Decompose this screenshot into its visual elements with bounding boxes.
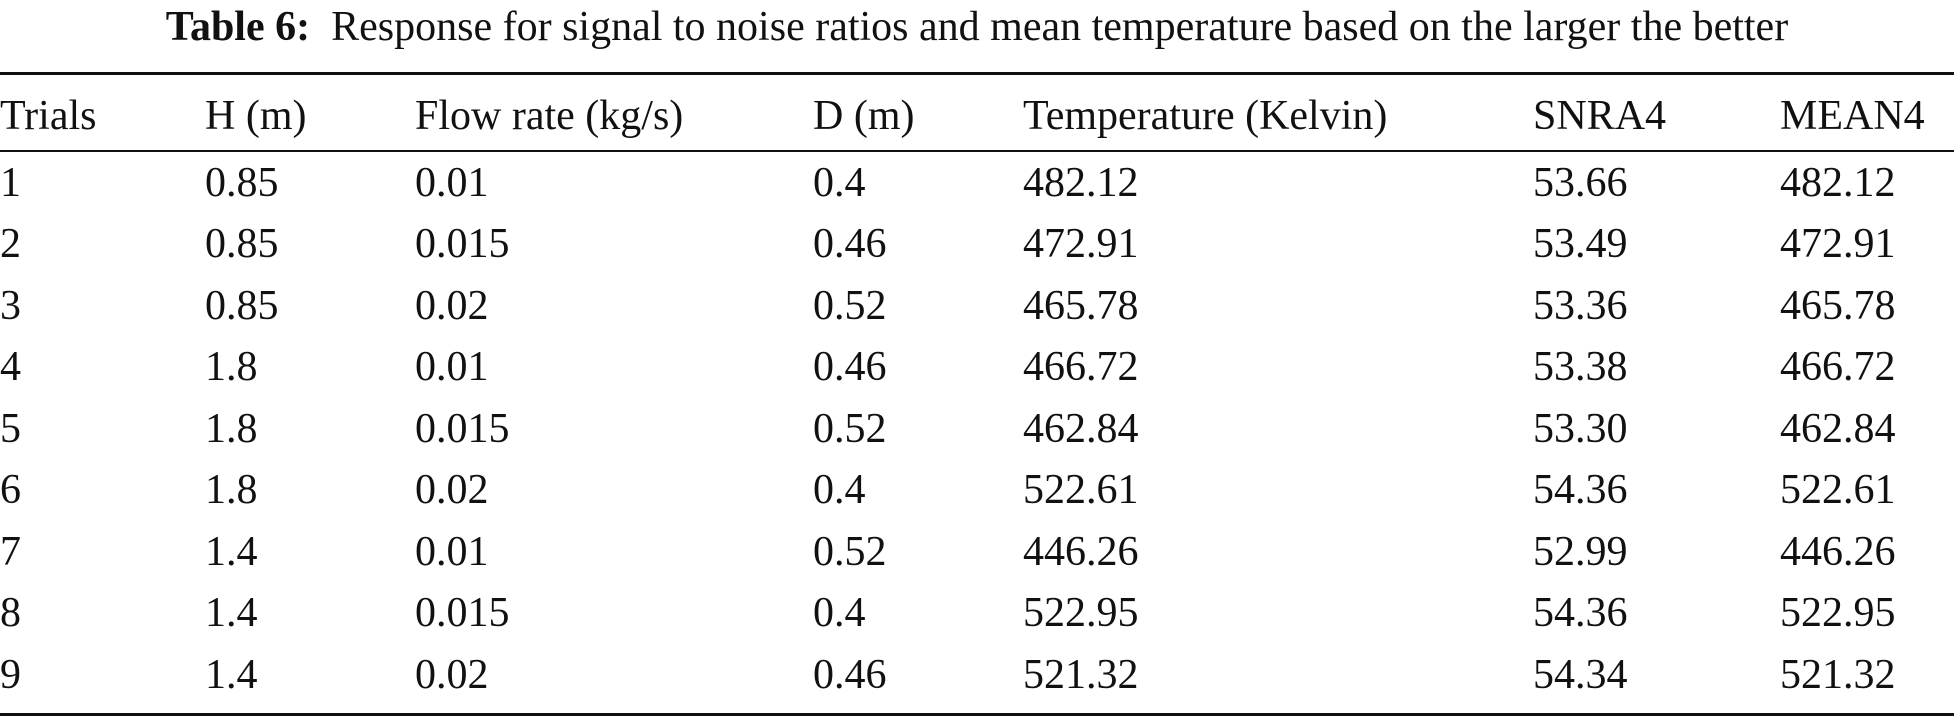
table-bottom-rule <box>0 713 1954 716</box>
cell-snra4: 53.66 <box>1533 159 1628 206</box>
cell-snra4: 53.38 <box>1533 344 1628 391</box>
column-header-trials: Trials <box>0 93 97 139</box>
cell-d: 0.4 <box>813 159 866 206</box>
cell-flow-rate: 0.015 <box>415 590 510 637</box>
table-row: 1 0.85 0.01 0.4 482.12 53.66 482.12 <box>0 152 1954 214</box>
cell-trials: 4 <box>0 344 21 391</box>
cell-mean4: 465.78 <box>1780 282 1896 329</box>
table-row: 7 1.4 0.01 0.52 446.26 52.99 446.26 <box>0 521 1954 583</box>
table-row: 6 1.8 0.02 0.4 522.61 54.36 522.61 <box>0 460 1954 522</box>
table-header-row: Trials H (m) Flow rate (kg/s) D (m) Temp… <box>0 80 1954 152</box>
cell-flow-rate: 0.02 <box>415 651 489 698</box>
cell-mean4: 522.95 <box>1780 590 1896 637</box>
table-caption-label: Table 6: <box>165 4 311 50</box>
table-row: 3 0.85 0.02 0.52 465.78 53.36 465.78 <box>0 275 1954 337</box>
cell-h: 1.4 <box>205 590 258 637</box>
cell-mean4: 521.32 <box>1780 651 1896 698</box>
column-header-flow-rate: Flow rate (kg/s) <box>415 93 684 139</box>
cell-d: 0.46 <box>813 221 887 268</box>
cell-temperature: 521.32 <box>1023 651 1139 698</box>
cell-snra4: 52.99 <box>1533 528 1628 575</box>
cell-temperature: 472.91 <box>1023 221 1139 268</box>
cell-h: 0.85 <box>205 282 279 329</box>
cell-flow-rate: 0.015 <box>415 405 510 452</box>
cell-temperature: 466.72 <box>1023 344 1139 391</box>
cell-mean4: 462.84 <box>1780 405 1896 452</box>
cell-temperature: 446.26 <box>1023 528 1139 575</box>
table-caption-text: Response for signal to noise ratios and … <box>331 4 1789 50</box>
cell-d: 0.52 <box>813 405 887 452</box>
cell-mean4: 446.26 <box>1780 528 1896 575</box>
table-row: 4 1.8 0.01 0.46 466.72 53.38 466.72 <box>0 337 1954 399</box>
column-header-h: H (m) <box>205 93 307 139</box>
cell-temperature: 522.61 <box>1023 467 1139 514</box>
cell-flow-rate: 0.015 <box>415 221 510 268</box>
cell-trials: 3 <box>0 282 21 329</box>
cell-trials: 7 <box>0 528 21 575</box>
table-row: 2 0.85 0.015 0.46 472.91 53.49 472.91 <box>0 214 1954 276</box>
column-header-d: D (m) <box>813 93 915 139</box>
cell-h: 0.85 <box>205 159 279 206</box>
cell-trials: 1 <box>0 159 21 206</box>
table-caption: Table 6: Response for signal to noise ra… <box>0 2 1954 52</box>
table-row: 5 1.8 0.015 0.52 462.84 53.30 462.84 <box>0 398 1954 460</box>
cell-temperature: 482.12 <box>1023 159 1139 206</box>
cell-temperature: 465.78 <box>1023 282 1139 329</box>
table-row: 8 1.4 0.015 0.4 522.95 54.36 522.95 <box>0 583 1954 645</box>
cell-flow-rate: 0.01 <box>415 528 489 575</box>
cell-temperature: 522.95 <box>1023 590 1139 637</box>
cell-mean4: 522.61 <box>1780 467 1896 514</box>
cell-d: 0.46 <box>813 651 887 698</box>
cell-d: 0.52 <box>813 282 887 329</box>
column-header-snra4: SNRA4 <box>1533 93 1667 139</box>
data-table: Trials H (m) Flow rate (kg/s) D (m) Temp… <box>0 80 1954 706</box>
cell-d: 0.4 <box>813 590 866 637</box>
column-header-mean4: MEAN4 <box>1780 93 1925 139</box>
cell-mean4: 472.91 <box>1780 221 1896 268</box>
cell-flow-rate: 0.01 <box>415 159 489 206</box>
cell-snra4: 53.49 <box>1533 221 1628 268</box>
cell-flow-rate: 0.02 <box>415 282 489 329</box>
cell-h: 1.4 <box>205 528 258 575</box>
table-header-rule <box>0 150 1954 152</box>
cell-h: 1.4 <box>205 651 258 698</box>
cell-h: 1.8 <box>205 344 258 391</box>
column-header-temperature: Temperature (Kelvin) <box>1023 93 1388 139</box>
cell-trials: 8 <box>0 590 21 637</box>
cell-d: 0.46 <box>813 344 887 391</box>
cell-snra4: 53.30 <box>1533 405 1628 452</box>
cell-flow-rate: 0.01 <box>415 344 489 391</box>
cell-temperature: 462.84 <box>1023 405 1139 452</box>
cell-mean4: 482.12 <box>1780 159 1896 206</box>
cell-trials: 2 <box>0 221 21 268</box>
cell-h: 0.85 <box>205 221 279 268</box>
cell-d: 0.4 <box>813 467 866 514</box>
cell-trials: 9 <box>0 651 21 698</box>
cell-snra4: 53.36 <box>1533 282 1628 329</box>
cell-trials: 5 <box>0 405 21 452</box>
cell-h: 1.8 <box>205 467 258 514</box>
table-row: 9 1.4 0.02 0.46 521.32 54.34 521.32 <box>0 644 1954 706</box>
cell-snra4: 54.34 <box>1533 651 1628 698</box>
cell-trials: 6 <box>0 467 21 514</box>
cell-snra4: 54.36 <box>1533 467 1628 514</box>
cell-mean4: 466.72 <box>1780 344 1896 391</box>
cell-snra4: 54.36 <box>1533 590 1628 637</box>
cell-d: 0.52 <box>813 528 887 575</box>
cell-flow-rate: 0.02 <box>415 467 489 514</box>
cell-h: 1.8 <box>205 405 258 452</box>
table-top-rule <box>0 72 1954 75</box>
